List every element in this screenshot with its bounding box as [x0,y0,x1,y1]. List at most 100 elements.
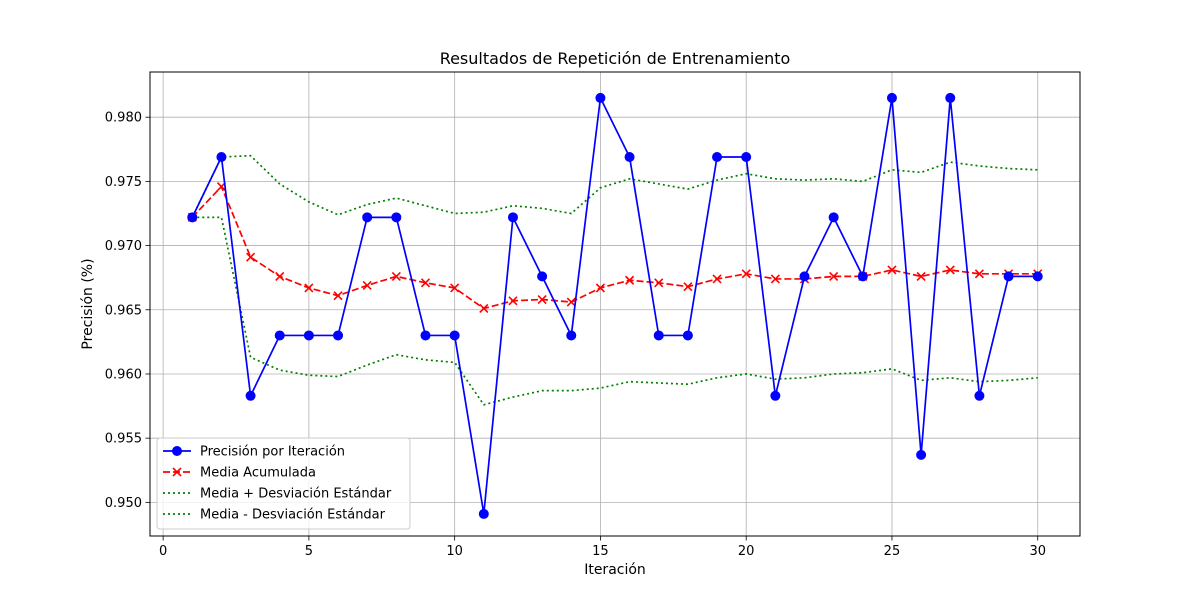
series-1-point [478,508,489,519]
y-tick-label: 0.950 [105,496,142,511]
series-2-point [450,283,460,293]
series-2-point-stroke [537,294,547,305]
series-2-point-stroke [246,252,256,262]
series-2-point [420,278,431,288]
series-2-point-stroke [333,291,343,301]
x-tick-label: 30 [1029,544,1046,559]
series-1-point [303,330,314,341]
y-axis-label: Precisión (%) [80,258,96,349]
series-2-point-stroke [916,271,926,281]
series-1-point [333,330,344,341]
series-2-point-stroke [829,271,839,281]
series-2-point [741,269,751,279]
series-2-point-stroke [304,283,314,293]
series-2-point [275,271,285,281]
series-2-point-stroke [362,280,372,290]
y-tick-label: 0.975 [105,175,142,190]
series-2-point [479,303,489,314]
series-2-point [683,282,693,292]
series-2-point-stroke [508,296,518,306]
series-2-point-stroke [945,265,955,275]
x-tick-label: 10 [446,544,463,559]
series-layer [187,92,1043,519]
series-2-point [625,275,635,285]
x-tick-label: 25 [884,544,901,559]
legend-marker-sample [172,467,182,477]
series-1-point [362,212,373,223]
series-2-point-stroke [741,269,751,279]
series-1-point [1003,271,1014,282]
x-tick-label: 5 [305,544,313,559]
x-tick-label: 15 [592,544,609,559]
series-2-point [362,280,372,290]
legend-label: Precisión por Iteración [200,445,345,460]
legend-label: Media Acumulada [200,466,316,481]
y-tick-label: 0.970 [105,239,142,254]
x-tick-label: 20 [738,544,755,559]
series-2-point [945,265,955,275]
series-1-point [537,271,548,282]
series-1-point [245,390,256,401]
axis-layer: 0 5 10 15 20 25 30 0.950 0.955 0.960 0.965 0.970 0.9… [105,111,1046,559]
series-1-point [595,92,606,103]
series-2-point [974,269,984,279]
legend-marker-sample [172,446,182,456]
series-1-point [886,92,897,103]
legend-label: Media - Desviación Estándar [200,508,386,523]
series-2-point [595,283,605,293]
series-1-point [712,151,723,162]
series-2-point [770,274,780,284]
series-1-point [770,390,781,401]
series-1-point [624,151,635,162]
series-1-point [274,330,285,341]
legend-entry: Media + Desviación Estándar [163,487,392,502]
series-2-point [566,297,576,307]
series-1-point [682,330,693,341]
x-axis-label: Iteración [584,562,646,578]
series-1-point [857,271,868,282]
series-2-point-stroke [654,278,664,288]
series-1-point [799,271,810,282]
series-2-point [508,296,518,306]
series-1-point [974,390,985,401]
series-2-point [304,283,314,293]
series-2-point-stroke [391,271,401,281]
series-2-point-stroke [770,274,780,284]
series-1-point [741,151,752,162]
series-2-point-stroke [625,275,635,285]
series-2-point-stroke [275,271,285,281]
legend: Precisión por Iteración Media Acumulada Me… [156,437,411,530]
series-2-point [333,291,343,301]
series-2-point [916,271,926,281]
chart-title: Resultados de Repetición de Entrenamient… [440,49,791,68]
x-tick-label: 0 [159,544,167,559]
series-3-line [191,154,1038,218]
series-2-point [887,265,897,275]
series-1-point [420,330,431,341]
series-2-point [246,252,256,262]
series-2-point [654,278,664,288]
series-2-point [391,271,401,281]
series-1-point [566,330,577,341]
series-2-point-stroke [479,303,489,314]
series-1-point [449,330,460,341]
series-1 [187,92,1043,519]
y-tick-label: 0.960 [105,367,142,382]
legend-entry: Media Acumulada [163,466,316,481]
y-tick-label: 0.955 [105,432,142,447]
y-tick-label: 0.965 [105,303,142,318]
legend-box [156,437,411,530]
series-2-point [712,274,722,284]
series-2-line [191,185,1038,310]
plot-area-frame [149,71,1081,537]
series-3 [191,154,1038,218]
series-1-point [653,330,664,341]
legend-entry: Precisión por Iteración [163,445,345,460]
series-1-point [916,449,927,460]
series-2-point-stroke [683,282,693,292]
series-1-point [945,92,956,103]
series-1-point [507,212,518,223]
series-1-point [828,212,839,223]
